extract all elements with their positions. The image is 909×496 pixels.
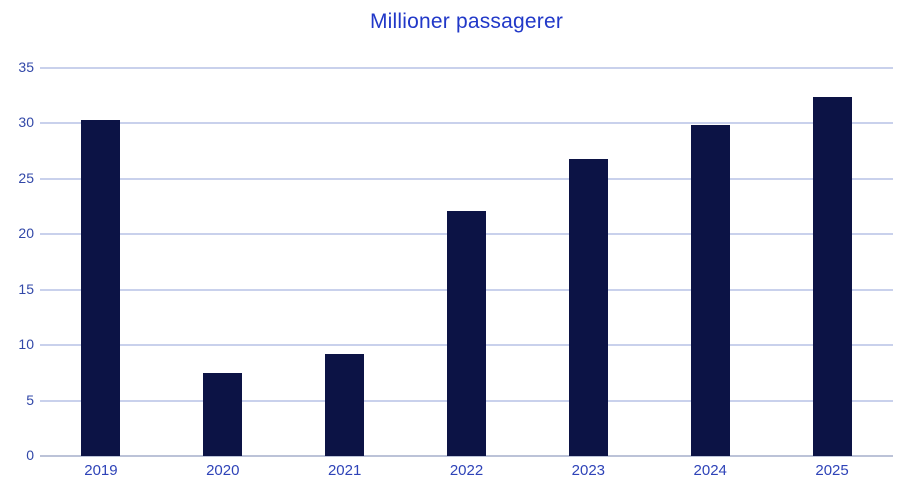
y-tick-label-10: 10 (18, 336, 34, 353)
x-axis-line (40, 455, 893, 457)
bar-2022 (447, 211, 486, 456)
y-tick-label-20: 20 (18, 225, 34, 242)
x-tick-label-2022: 2022 (449, 462, 484, 479)
bar-2020 (203, 372, 243, 456)
y-tick-label-25: 25 (18, 169, 34, 186)
gridline-35 (40, 67, 893, 69)
y-tick-label-30: 30 (18, 114, 34, 131)
bar-2024 (690, 124, 730, 456)
x-tick-label-2025: 2025 (815, 462, 849, 479)
chart-title: Millioner passagerer (369, 10, 564, 33)
bar-2019 (81, 120, 121, 456)
x-tick-label-2019: 2019 (84, 462, 118, 479)
y-tick-label-5: 5 (26, 391, 34, 408)
plot-area (40, 67, 893, 457)
y-tick-label-15: 15 (18, 280, 34, 297)
x-tick-label-2023: 2023 (571, 462, 606, 479)
y-tick-label-0: 0 (26, 447, 34, 463)
x-tick-label-2021: 2021 (327, 462, 362, 479)
gridline-25 (40, 177, 893, 180)
gridline-30 (40, 122, 893, 125)
x-tick-label-2020: 2020 (206, 462, 240, 479)
bar-2023 (568, 158, 608, 456)
bar-2025 (812, 96, 852, 456)
x-tick-label-2024: 2024 (693, 462, 727, 479)
bar-2021 (325, 354, 365, 456)
y-tick-label-35: 35 (18, 59, 34, 75)
